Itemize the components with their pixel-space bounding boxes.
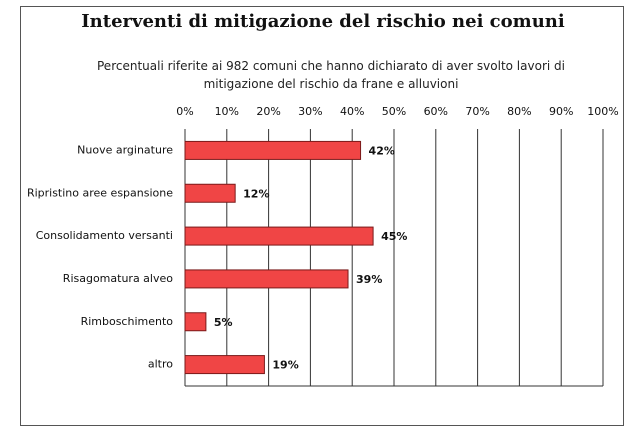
value-label: 45% <box>381 230 407 243</box>
y-tick-label: Risagomatura alveo <box>63 272 173 285</box>
value-label: 39% <box>356 273 382 286</box>
y-tick-label: Rimboschimento <box>81 315 174 328</box>
bar <box>184 269 349 289</box>
chart-title: Interventi di mitigazione del rischio ne… <box>81 11 565 32</box>
chart-subtitle: Percentuali riferite ai 982 comuni che h… <box>97 59 565 91</box>
x-tick-label: 50% <box>382 105 406 118</box>
bar <box>184 226 374 246</box>
chart-frame: Interventi di mitigazione del rischio ne… <box>20 6 624 426</box>
value-label: 19% <box>272 359 298 372</box>
y-tick-label: Nuove arginature <box>77 143 173 156</box>
x-tick-label: 100% <box>587 105 618 118</box>
value-label: 12% <box>243 187 269 200</box>
x-tick-label: 30% <box>298 105 322 118</box>
value-label: 42% <box>369 144 395 157</box>
bar <box>184 140 362 160</box>
value-label: 5% <box>214 316 233 329</box>
y-tick-label: altro <box>148 358 173 371</box>
x-tick-label: 80% <box>507 105 531 118</box>
y-tick-label: Ripristino aree espansione <box>27 186 173 199</box>
x-tick-label: 70% <box>465 105 489 118</box>
bar <box>184 355 265 375</box>
bar <box>184 312 207 332</box>
bar <box>184 183 236 203</box>
y-tick-label: Consolidamento versanti <box>36 229 173 242</box>
x-tick-label: 40% <box>340 105 364 118</box>
x-tick-label: 90% <box>549 105 573 118</box>
x-tick-label: 0% <box>176 105 193 118</box>
x-tick-label: 10% <box>215 105 239 118</box>
x-tick-label: 20% <box>256 105 280 118</box>
x-tick-label: 60% <box>424 105 448 118</box>
